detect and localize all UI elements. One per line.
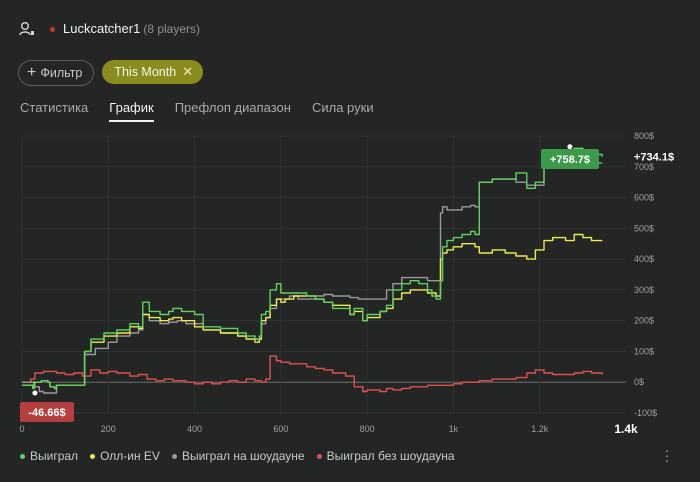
- legend-label: Выиграл без шоудауна: [326, 449, 455, 463]
- status-dot: [50, 26, 55, 32]
- user-icon: [19, 22, 34, 36]
- legend-label: Олл-ин EV: [100, 449, 160, 463]
- tab-graph[interactable]: График: [109, 100, 154, 122]
- x-tick-label: 1.4k: [614, 422, 638, 436]
- players-count: (8 players): [143, 22, 201, 36]
- player-header: Luckcatcher1 (8 players): [18, 14, 200, 44]
- legend-item-allin-ev[interactable]: Олл-ин EV: [90, 449, 160, 463]
- max-marker: [567, 144, 573, 150]
- legend-label: Выиграл на шоудауне: [181, 449, 305, 463]
- min-marker: [32, 390, 38, 396]
- legend-item-showdown[interactable]: Выиграл на шоудауне: [171, 449, 305, 463]
- series-line: [22, 355, 603, 393]
- legend-dot: [316, 453, 322, 459]
- end-value-label: +734.1$: [634, 151, 674, 163]
- close-icon[interactable]: ✕: [182, 64, 194, 79]
- filter-bar: + Фильтр This Month ✕: [18, 60, 204, 86]
- add-filter-button[interactable]: + Фильтр: [18, 60, 95, 86]
- y-tick-label: 500$: [634, 223, 654, 233]
- min-callout-text: -46.66$: [28, 407, 65, 419]
- y-tick-label: 600$: [634, 193, 654, 203]
- x-tick-label: 1.2k: [531, 424, 549, 434]
- y-tick-label: -100$: [634, 408, 657, 418]
- y-tick-label: 400$: [634, 254, 654, 264]
- y-tick-label: 200$: [634, 316, 654, 326]
- y-tick-label: 700$: [634, 162, 654, 172]
- add-filter-label: Фильтр: [40, 66, 83, 80]
- tab-preflop-range[interactable]: Префлоп диапазон: [174, 100, 291, 115]
- y-tick-label: 800$: [634, 131, 654, 141]
- chart-grid: [21, 135, 626, 414]
- tab-bar: Статистика График Префлоп диапазон Сила …: [20, 100, 374, 122]
- x-tick-label: 0: [19, 424, 24, 434]
- more-menu-icon[interactable]: · · ·: [664, 442, 670, 468]
- profit-chart[interactable]: 800$700$600$500$400$300$200$100$0$-100$ …: [0, 128, 700, 440]
- max-callout: +758.7$: [541, 149, 599, 169]
- chart-legend: Выиграл Олл-ин EV Выиграл на шоудауне Вы…: [20, 449, 455, 463]
- max-callout-text: +758.7$: [550, 154, 590, 166]
- x-tick-label: 600: [273, 424, 288, 434]
- series-line: [22, 147, 603, 390]
- legend-dot: [90, 453, 96, 459]
- x-tick-label: 1k: [449, 424, 459, 434]
- y-tick-label: 0$: [634, 377, 644, 387]
- y-axis: 800$ 700$ 600$ 500$ 400$ 300$ 200$ 100$ 0$ -100$: [634, 131, 657, 418]
- this-month-label: This Month: [114, 65, 177, 79]
- legend-label: Выиграл: [30, 449, 79, 463]
- legend-item-non-showdown[interactable]: Выиграл без шоудауна: [316, 449, 455, 463]
- x-tick-label: 400: [187, 424, 202, 434]
- chart-callouts: -46.66$ +758.7$ +734.1$: [20, 144, 674, 422]
- legend-dot: [171, 453, 177, 459]
- min-callout: -46.66$: [20, 402, 74, 422]
- legend-dot: [20, 453, 25, 459]
- x-tick-label: 800: [360, 424, 375, 434]
- this-month-filter-chip[interactable]: This Month ✕: [102, 60, 204, 84]
- x-tick-label: 200: [101, 424, 116, 434]
- series-line: [22, 159, 603, 394]
- username[interactable]: Luckcatcher1: [63, 21, 141, 36]
- y-tick-label: 300$: [634, 285, 654, 295]
- tab-hand-strength[interactable]: Сила руки: [311, 100, 374, 115]
- series-line: [22, 233, 603, 390]
- x-axis: 0 200 400 600 800 1k 1.2k 1.4k: [19, 422, 638, 436]
- legend-item-won[interactable]: Выиграл: [20, 449, 78, 463]
- chart-series: [22, 147, 603, 394]
- plus-icon: +: [27, 64, 37, 81]
- tab-statistics[interactable]: Статистика: [20, 100, 89, 115]
- y-tick-label: 100$: [634, 346, 654, 356]
